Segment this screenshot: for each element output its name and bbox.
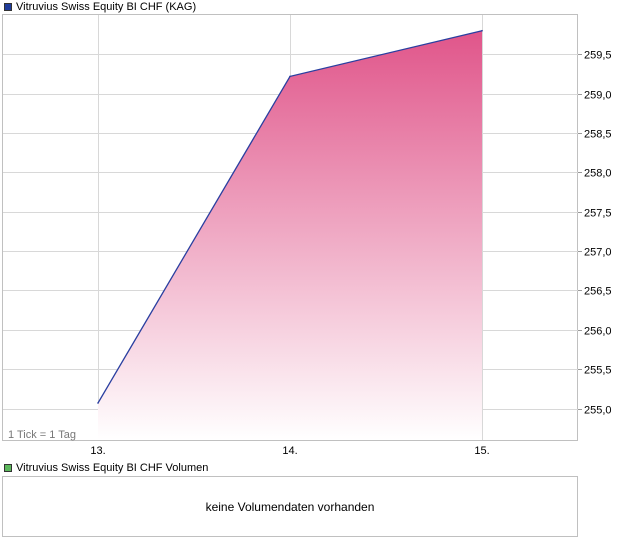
x-axis-ticks: 13. 14. 15.	[90, 445, 489, 457]
price-legend: Vitruvius Swiss Equity BI CHF (KAG)	[4, 1, 196, 13]
y-tick-label: 258,5	[584, 129, 612, 141]
volume-legend-label: Vitruvius Swiss Equity BI CHF Volumen	[16, 462, 209, 474]
tick-interval-note: 1 Tick = 1 Tag	[8, 429, 76, 441]
volume-panel: keine Volumendaten vorhanden	[2, 476, 578, 537]
y-tick-label: 259,5	[584, 50, 612, 62]
price-chart: 255,0 255,5 256,0 256,5 257,0 257,5 258,0 258,5…	[2, 14, 612, 457]
no-volume-message: keine Volumendaten vorhanden	[205, 499, 375, 514]
x-tick-label: 13.	[90, 445, 105, 457]
data-point	[289, 75, 291, 78]
y-tick-label: 257,0	[584, 247, 612, 259]
y-tick-label: 259,0	[584, 90, 612, 102]
price-legend-swatch	[4, 3, 12, 11]
volume-legend: Vitruvius Swiss Equity BI CHF Volumen	[4, 462, 208, 474]
data-point	[481, 29, 483, 32]
volume-legend-swatch	[4, 464, 12, 472]
price-legend-label: Vitruvius Swiss Equity BI CHF (KAG)	[16, 1, 197, 13]
series-area-fill	[98, 30, 482, 440]
x-tick-label: 15.	[474, 445, 489, 457]
y-tick-label: 256,5	[584, 286, 612, 298]
y-tick-label: 256,0	[584, 326, 612, 338]
y-tick-label: 258,0	[584, 168, 612, 180]
y-tick-label: 257,5	[584, 208, 612, 220]
x-tick-label: 14.	[282, 445, 297, 457]
y-axis-ticks: 255,0 255,5 256,0 256,5 257,0 257,5 258,0 258,5…	[578, 50, 612, 417]
y-tick-label: 255,5	[584, 365, 612, 377]
data-point	[97, 402, 99, 404]
y-tick-label: 255,0	[584, 405, 612, 417]
series-area	[97, 29, 483, 440]
